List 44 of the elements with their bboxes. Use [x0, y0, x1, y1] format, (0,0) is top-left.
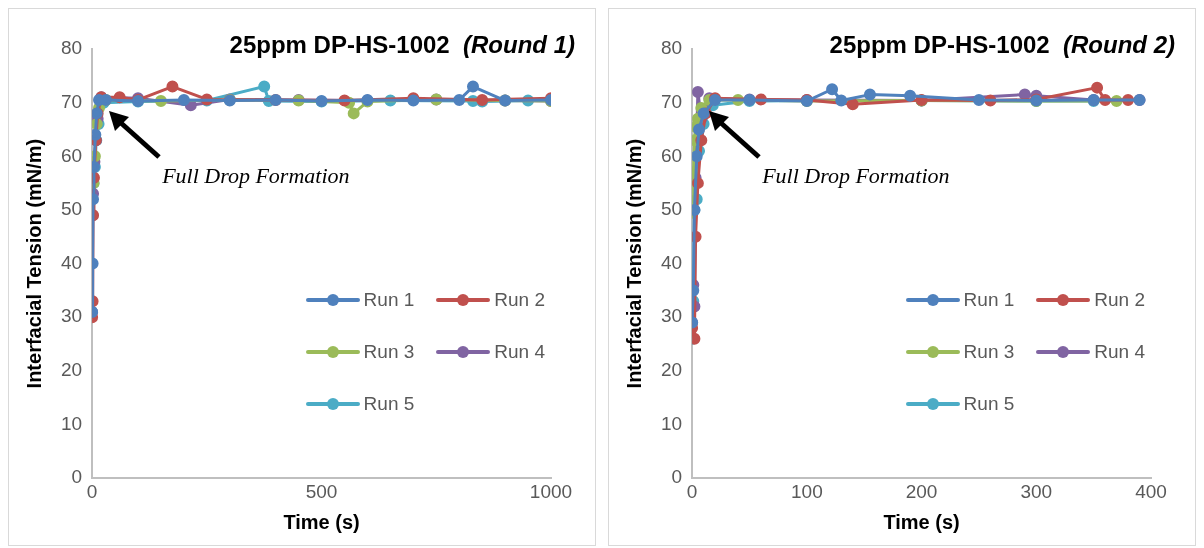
y-tick-label: 20: [660, 359, 683, 381]
x-tick-label: 100: [791, 480, 823, 502]
y-tick-label: 40: [60, 251, 83, 273]
legend-label: Run 3: [963, 341, 1015, 363]
legend-label: Run 2: [494, 289, 545, 311]
x-tick-label: 0: [86, 480, 98, 502]
legend-label: Run 3: [363, 341, 415, 363]
chart-title: 25ppm DP-HS-1002 (Round 1): [229, 31, 575, 58]
y-tick-label: 0: [71, 466, 83, 488]
chart-title: 25ppm DP-HS-1002 (Round 2): [829, 31, 1175, 58]
y-tick-label: 50: [60, 198, 83, 220]
legend-label: Run 5: [963, 393, 1015, 415]
legend-label: Run 2: [1094, 289, 1145, 311]
x-tick-label: 1000: [529, 480, 573, 502]
x-axis-title: Time (s): [883, 510, 960, 533]
y-tick-label: 20: [60, 359, 83, 381]
y-axis-title: Interfacial Tension (mN/m): [622, 138, 645, 389]
legend-label: Run 1: [963, 289, 1015, 311]
x-tick-label: 0: [686, 480, 698, 502]
x-tick-label: 400: [1135, 480, 1167, 502]
annotation: Full Drop Formation: [161, 162, 350, 188]
y-tick-label: 60: [60, 144, 83, 166]
legend-label: Run 1: [363, 289, 415, 311]
y-tick-label: 10: [60, 412, 83, 434]
y-tick-label: 80: [660, 37, 683, 59]
y-axis-title: Interfacial Tension (mN/m): [22, 138, 45, 389]
y-tick-label: 70: [660, 90, 683, 112]
y-tick-label: 80: [60, 37, 83, 59]
y-tick-label: 50: [660, 198, 683, 220]
x-tick-label: 300: [1020, 480, 1053, 502]
annotation: Full Drop Formation: [761, 162, 950, 188]
x-axis-title: Time (s): [283, 510, 360, 533]
x-tick-label: 500: [305, 480, 338, 502]
y-tick-label: 60: [660, 144, 683, 166]
legend-label: Run 4: [494, 341, 545, 363]
y-tick-label: 30: [660, 305, 683, 327]
y-tick-label: 70: [60, 90, 83, 112]
y-tick-label: 40: [660, 251, 683, 273]
legend-label: Run 4: [1094, 341, 1145, 363]
y-tick-label: 10: [660, 412, 683, 434]
y-tick-label: 0: [671, 466, 683, 488]
x-tick-label: 200: [905, 480, 938, 502]
legend-label: Run 5: [363, 393, 415, 415]
y-tick-label: 30: [60, 305, 83, 327]
